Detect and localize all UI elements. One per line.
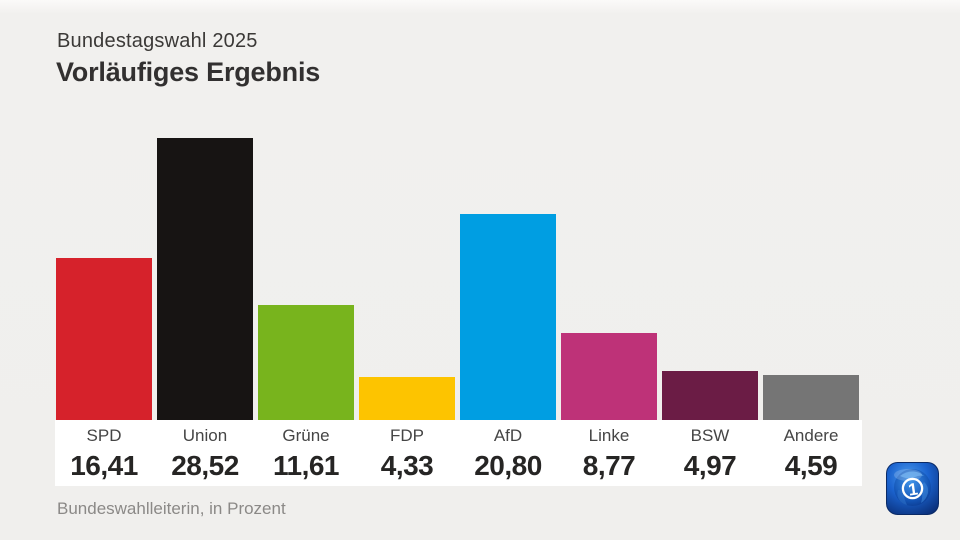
bar-column-andere: Andere 4,59 (763, 374, 859, 486)
bar-spd (56, 257, 152, 420)
bar-value-spd: 16,41 (70, 450, 138, 481)
page-title: Vorläufiges Ergebnis (56, 57, 321, 87)
bar-label-andere: Andere (783, 426, 839, 445)
ard-tagesschau-logo: 1 (886, 462, 939, 515)
bar-label-spd: SPD (86, 426, 122, 445)
bar-value-union: 28,52 (171, 450, 239, 481)
bar-label-bsw: BSW (690, 426, 730, 445)
bar-column-fdp: FDP 4,33 (359, 377, 455, 486)
bar-value-bsw: 4,97 (683, 450, 737, 481)
bar-column-spd: SPD 16,41 (56, 257, 152, 486)
ard-ring (901, 477, 924, 500)
bar-label-linke: Linke (588, 426, 630, 445)
bar-label-gruene: Grüne (282, 426, 330, 445)
bar-union (157, 138, 253, 420)
bar-chart: SPD 16,41 Union 28,52 Grüne 11,61 FDP 4,33 AfD 20… (55, 138, 862, 486)
bar-column-gruene: Grüne 11,61 (258, 305, 354, 486)
source-note: Bundeswahlleiterin, in Prozent (57, 499, 286, 518)
ard-one-glyph: 1 (907, 479, 919, 499)
logo-highlight (894, 469, 922, 481)
bar-label-union: Union (182, 426, 228, 445)
label-strip-background (55, 420, 862, 486)
bar-column-linke: Linke 8,77 (561, 333, 657, 486)
bar-column-afd: AfD 20,80 (460, 214, 556, 486)
bar-value-fdp: 4,33 (380, 450, 434, 481)
bar-andere (763, 374, 859, 420)
bar-label-fdp: FDP (390, 426, 424, 445)
globe-continent (900, 471, 924, 479)
bar-column-bsw: BSW 4,97 (662, 370, 758, 486)
bar-fdp (359, 377, 455, 420)
chart-subtitle: Bundestagswahl 2025 (57, 30, 258, 52)
bar-value-andere: 4,59 (784, 450, 838, 481)
globe-continent (897, 490, 907, 505)
bar-label-afd: AfD (493, 426, 523, 445)
bar-value-afd: 20,80 (474, 450, 542, 481)
bar-column-union: Union 28,52 (157, 138, 253, 486)
bar-value-linke: 8,77 (582, 450, 636, 481)
bar-bsw (662, 370, 758, 420)
bar-columns: SPD 16,41 Union 28,52 Grüne 11,61 FDP 4,33 AfD 20… (56, 138, 859, 486)
bar-afd (460, 214, 556, 420)
bar-gruene (258, 305, 354, 420)
bar-value-gruene: 11,61 (272, 450, 340, 481)
bar-linke (561, 333, 657, 420)
